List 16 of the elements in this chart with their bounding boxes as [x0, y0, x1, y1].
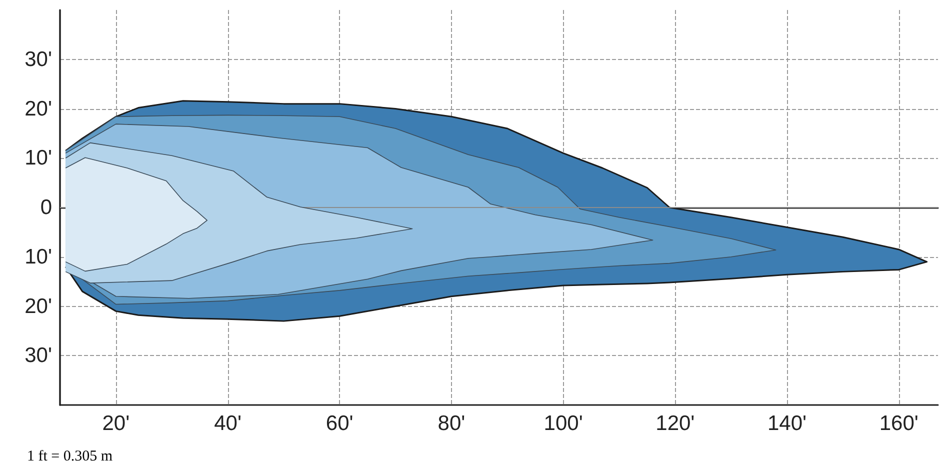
y-tick-label: 20' — [24, 294, 52, 318]
text: 1 ft = 0.305 m — [27, 448, 113, 464]
x-tick-label: 80' — [438, 412, 466, 435]
x-tick-label: 160' — [879, 412, 918, 435]
x-tick-label: 40' — [214, 412, 242, 435]
y-tick-label: 30' — [24, 48, 52, 71]
x-tick-label: 100' — [544, 412, 583, 435]
y-tick-label: 0 — [40, 196, 52, 219]
y-tick-label: 10' — [24, 245, 52, 268]
y-tick-label: 10' — [24, 146, 52, 170]
x-tick-label: 140' — [767, 412, 807, 435]
x-tick-label: 60' — [326, 412, 354, 435]
x-tick-label: 20' — [102, 412, 130, 435]
x-tick-label: 120' — [656, 412, 695, 435]
y-tick-label: 20' — [24, 97, 52, 120]
y-tick-label: 30' — [24, 344, 52, 368]
